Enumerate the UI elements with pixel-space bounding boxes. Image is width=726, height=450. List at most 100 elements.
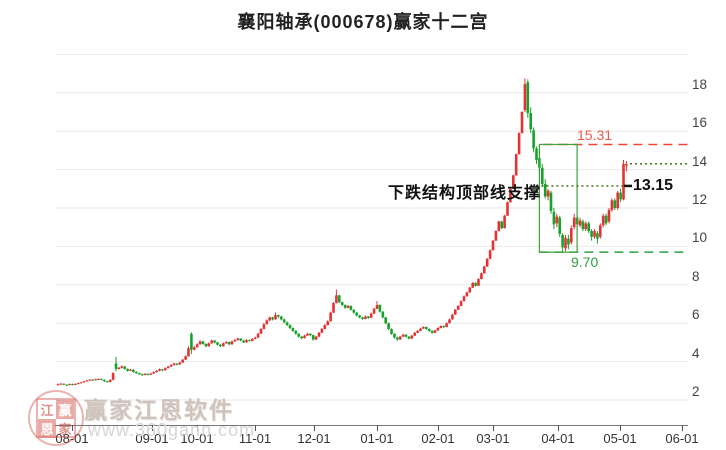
candle-body: [512, 175, 515, 189]
candle-body: [404, 334, 408, 337]
x-axis-tick-label: 03-01: [476, 431, 510, 446]
candle-body: [401, 334, 405, 337]
candle-body: [625, 164, 628, 166]
candle-body: [433, 330, 437, 333]
candle-body: [68, 384, 71, 386]
candle-body: [259, 328, 263, 334]
candle-body: [523, 84, 527, 111]
candle-body: [570, 228, 573, 243]
candle-body: [616, 192, 619, 208]
candle-body: [364, 316, 367, 319]
candle-body: [416, 330, 419, 333]
candle-body: [320, 328, 324, 333]
candle-body: [474, 282, 477, 286]
x-axis-tick: [255, 425, 256, 431]
candle-body: [456, 305, 460, 310]
candle-body: [178, 362, 182, 365]
x-axis-tick-label: 11-01: [238, 431, 272, 446]
candle-body: [140, 374, 144, 376]
candle-body: [572, 217, 576, 228]
candle-body: [422, 327, 425, 329]
candle-body: [242, 340, 245, 343]
candle-body: [567, 238, 570, 245]
candle-body: [306, 333, 309, 336]
candle-body: [190, 333, 193, 350]
candle-body: [483, 266, 486, 274]
x-axis-tick: [438, 425, 439, 431]
candle-body: [593, 231, 596, 237]
candle-body: [62, 383, 66, 385]
candle-body: [599, 225, 602, 237]
candle-body: [314, 336, 318, 340]
candle-body: [610, 200, 614, 210]
candle-body: [358, 315, 361, 318]
candle-body: [543, 184, 547, 197]
candle-body: [549, 192, 553, 211]
candle-body: [193, 347, 196, 350]
candle-body: [97, 378, 100, 380]
candle-body: [213, 340, 216, 343]
candle-body: [340, 302, 344, 305]
resistance-price-label: 15.31: [577, 127, 613, 143]
candle-body: [79, 382, 83, 384]
candle-body: [271, 317, 274, 320]
candle-body: [396, 337, 399, 340]
candle-body: [517, 133, 521, 155]
y-axis-tick-label: 8: [692, 268, 700, 284]
candle-body: [100, 378, 103, 380]
candle-body: [480, 273, 483, 280]
candle-body: [407, 336, 411, 339]
candle-body: [103, 379, 106, 382]
candle-body: [332, 303, 335, 313]
candle-body: [227, 342, 231, 345]
candle-body: [207, 343, 211, 347]
candle-body: [288, 325, 292, 328]
candle-body: [462, 296, 466, 302]
candle-body: [59, 383, 63, 385]
candle-body: [106, 381, 109, 383]
candle-body: [71, 384, 74, 386]
x-axis-tick-label: 05-01: [603, 431, 637, 446]
candle-body: [291, 328, 295, 331]
candle-body: [500, 221, 503, 229]
candle-body: [85, 380, 89, 382]
candle-body: [442, 326, 445, 328]
candle-body: [338, 295, 341, 303]
support-price-label: 9.70: [571, 254, 599, 270]
x-axis-tick-label: 04-01: [541, 431, 575, 446]
candle-body: [381, 311, 385, 318]
candle-body: [346, 305, 350, 308]
candle-body: [161, 369, 164, 371]
candle-body: [372, 308, 376, 314]
candle-body: [184, 356, 187, 360]
x-axis-tick: [682, 425, 683, 431]
candle-body: [419, 328, 422, 331]
candle-body: [198, 341, 202, 345]
x-axis-tick: [72, 425, 73, 431]
candle-body: [390, 328, 393, 334]
candle-body: [509, 188, 512, 203]
candle-body: [425, 327, 428, 329]
candle-body: [448, 319, 451, 324]
candle-body: [375, 304, 379, 309]
candle-body: [56, 384, 60, 386]
candle-body: [274, 315, 277, 320]
candle-body: [535, 148, 538, 160]
x-axis-tick-label: 06-01: [665, 431, 699, 446]
y-axis-tick-label: 18: [692, 76, 708, 92]
candle-body: [529, 112, 532, 130]
x-axis-line: [55, 425, 688, 426]
candle-body: [204, 343, 208, 347]
candle-body: [129, 369, 132, 371]
candle-body: [120, 366, 124, 368]
candle-body: [256, 333, 260, 338]
y-axis-tick-label: 10: [692, 230, 708, 246]
candle-body: [94, 379, 97, 381]
candle-body: [164, 368, 167, 371]
y-axis-tick-label: 4: [692, 345, 700, 361]
candle-body: [503, 215, 506, 229]
candle-body: [172, 363, 176, 366]
y-axis-tick-label: 12: [692, 192, 708, 207]
